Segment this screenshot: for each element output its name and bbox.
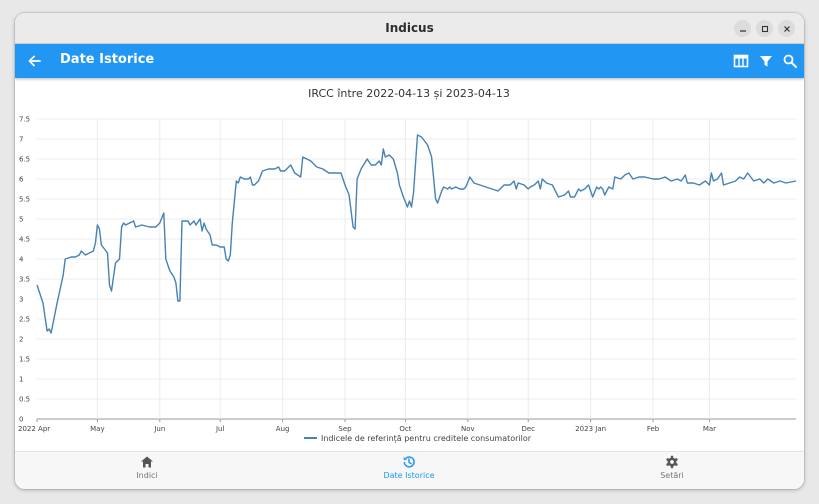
- nav-label: Indici: [136, 471, 158, 480]
- y-tick-label: 3.5: [19, 276, 30, 284]
- nav-item-indici[interactable]: Indici: [77, 455, 217, 489]
- y-tick-label: 4: [19, 256, 24, 264]
- y-tick-label: 7: [19, 136, 23, 144]
- app-window: Indicus Date Istorice IR: [15, 13, 804, 489]
- y-tick-label: 1: [19, 376, 23, 384]
- series-line: [36, 134, 797, 334]
- x-tick-label: 2023 Jan: [575, 425, 606, 433]
- x-tick-label: Oct: [399, 425, 411, 433]
- x-tick-label: Jun: [153, 425, 165, 433]
- filter-icon[interactable]: [758, 53, 774, 69]
- history-icon: [403, 456, 415, 468]
- x-tick-label: Mar: [703, 425, 716, 433]
- x-tick-label: 2022 Apr: [18, 425, 50, 433]
- x-tick-label: Nov: [461, 425, 475, 433]
- nav-item-setari[interactable]: Setări: [602, 455, 742, 489]
- y-tick-label: 2: [19, 336, 23, 344]
- nav-label: Date Istorice: [383, 471, 435, 480]
- table-icon[interactable]: [733, 53, 749, 69]
- close-icon[interactable]: [778, 20, 795, 37]
- page-title: Date Istorice: [60, 52, 155, 67]
- x-tick-label: Aug: [276, 425, 290, 433]
- home-icon: [141, 456, 153, 468]
- chart-area: IRCC între 2022-04-13 și 2023-04-13 0 0.5…: [15, 79, 804, 451]
- history-line-chart: IRCC între 2022-04-13 și 2023-04-13 0 0.5…: [18, 87, 797, 444]
- search-icon[interactable]: [782, 53, 798, 69]
- y-tick-label: 3: [19, 296, 23, 304]
- y-tick-label: 2.5: [19, 316, 30, 324]
- legend-label: Indicele de referință pentru creditele c…: [321, 434, 532, 444]
- nav-item-date-istorice[interactable]: Date Istorice: [339, 455, 479, 489]
- window-title: Indicus: [385, 21, 434, 35]
- y-tick-label: 7.5: [19, 116, 30, 124]
- window-titlebar[interactable]: Indicus: [15, 13, 804, 44]
- y-tick-label: 6.5: [19, 156, 30, 164]
- chart-legend: Indicele de referință pentru creditele c…: [304, 434, 532, 444]
- y-tick-label: 1.5: [19, 356, 30, 364]
- x-tick-label: Jul: [215, 425, 225, 433]
- minimize-icon[interactable]: [734, 20, 751, 37]
- x-tick-label: Feb: [647, 425, 660, 433]
- x-tick-label: Sep: [338, 425, 352, 433]
- y-tick-label: 4.5: [19, 236, 30, 244]
- y-tick-label: 0.5: [19, 396, 30, 404]
- y-tick-label: 6: [19, 176, 24, 184]
- y-tick-label: 5: [19, 216, 23, 224]
- x-tick-label: May: [90, 425, 104, 433]
- nav-label: Setări: [660, 471, 684, 480]
- gear-icon: [666, 455, 678, 469]
- bottom-navigation: Indici Date Istorice Setări: [15, 451, 804, 489]
- y-tick-label: 5.5: [19, 196, 30, 204]
- app-bar: Date Istorice: [15, 44, 804, 78]
- maximize-icon[interactable]: [756, 20, 773, 37]
- x-tick-label: Dec: [521, 425, 535, 433]
- chart-title: IRCC între 2022-04-13 și 2023-04-13: [308, 87, 510, 100]
- arrow-left-icon[interactable]: [25, 51, 45, 71]
- y-tick-label: 0: [19, 416, 23, 424]
